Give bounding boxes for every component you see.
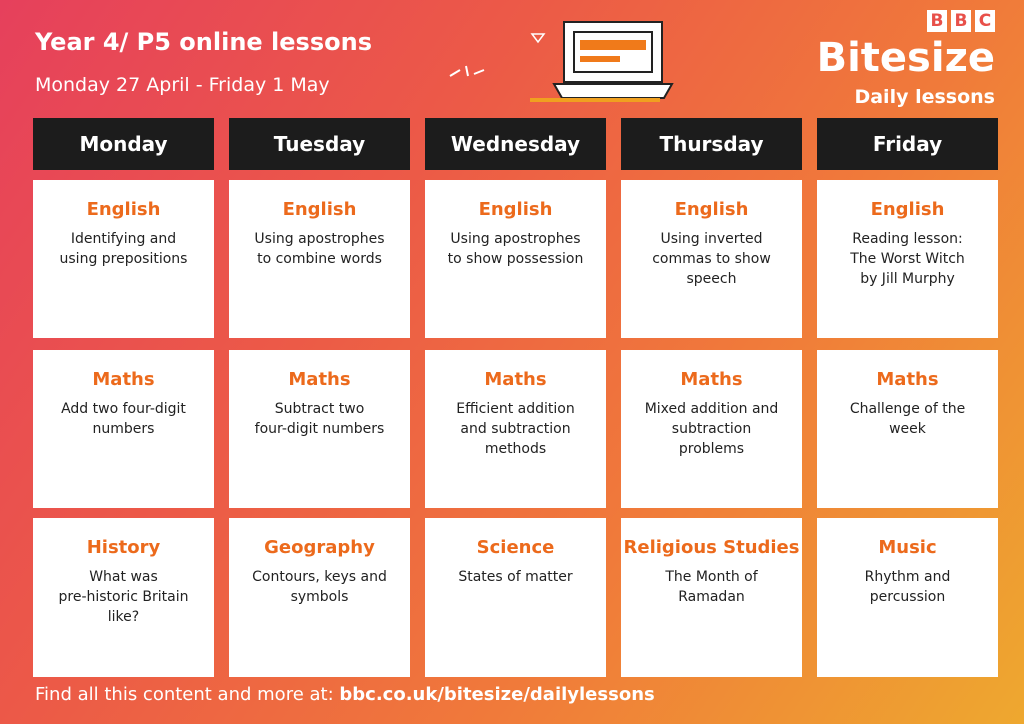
lesson-subject: Geography bbox=[264, 537, 375, 558]
lesson-description: Using inverted bbox=[660, 231, 763, 247]
lesson-description: Contours, keys and bbox=[252, 569, 387, 585]
lesson-description: four-digit numbers bbox=[254, 421, 385, 437]
day-header: Friday bbox=[817, 118, 998, 170]
subtitle: Monday 27 April - Friday 1 May bbox=[35, 74, 330, 96]
lesson-subject: Maths bbox=[288, 369, 351, 390]
lesson-description: Using apostrophes bbox=[254, 231, 385, 247]
lesson-subject: English bbox=[674, 199, 749, 220]
lesson-cell: Maths Challenge of the week bbox=[817, 350, 998, 508]
lesson-description: problems bbox=[678, 441, 745, 457]
lesson-cell: Maths Mixed addition and subtraction proble… bbox=[621, 350, 802, 508]
lesson-description: Add two four-digit bbox=[61, 401, 186, 417]
lesson-cell: Maths Subtract two four-digit numbers bbox=[229, 350, 410, 508]
lesson-cell: Science States of matter bbox=[425, 518, 606, 677]
lesson-description: to combine words bbox=[257, 251, 382, 267]
lesson-description: like? bbox=[107, 609, 140, 625]
lesson-description: Rhythm and bbox=[864, 569, 951, 585]
bbc-letter: C bbox=[975, 10, 995, 32]
day-header: Monday bbox=[33, 118, 214, 170]
lesson-cell: Maths Efficient addition and subtraction me… bbox=[425, 350, 606, 508]
lesson-description: week bbox=[889, 421, 926, 437]
lesson-description: Using apostrophes bbox=[450, 231, 581, 247]
lesson-cell: Maths Add two four-digit numbers bbox=[33, 350, 214, 508]
laptop-icon bbox=[449, 21, 674, 102]
lesson-description: Reading lesson: bbox=[852, 231, 963, 247]
lesson-subject: History bbox=[86, 537, 161, 558]
lesson-subject: Science bbox=[476, 537, 555, 558]
lesson-cell: English Identifying and using prepositions bbox=[33, 180, 214, 338]
lesson-subject: Maths bbox=[680, 369, 743, 390]
lesson-subject: English bbox=[870, 199, 945, 220]
lesson-description: Mixed addition and bbox=[644, 401, 779, 417]
lesson-description: pre-historic Britain bbox=[58, 589, 189, 605]
lesson-cell: Religious Studies The Month of Ramadan bbox=[621, 518, 802, 677]
lesson-subject: English bbox=[282, 199, 357, 220]
lesson-cell: English Using apostrophes to show possessi… bbox=[425, 180, 606, 338]
lesson-cell: Geography Contours, keys and symbols bbox=[229, 518, 410, 677]
footer-link: bbc.co.uk/bitesize/dailylessons bbox=[339, 684, 655, 705]
lesson-subject: Religious Studies bbox=[623, 537, 800, 558]
lesson-subject: Maths bbox=[92, 369, 155, 390]
lesson-subject: Maths bbox=[876, 369, 939, 390]
bbc-letter: B bbox=[951, 10, 971, 32]
brand: Bitesize bbox=[816, 35, 995, 81]
lesson-cell: English Using inverted commas to show speec… bbox=[621, 180, 802, 338]
lesson-description: Ramadan bbox=[678, 589, 745, 605]
lesson-description: symbols bbox=[290, 589, 349, 605]
lesson-description: commas to show bbox=[652, 251, 771, 267]
lesson-description: What was bbox=[89, 569, 158, 585]
day-header: Thursday bbox=[621, 118, 802, 170]
lesson-cell: English Using apostrophes to combine words bbox=[229, 180, 410, 338]
lesson-subject: Maths bbox=[484, 369, 547, 390]
tagline: Daily lessons bbox=[854, 86, 995, 108]
lesson-description: to show possession bbox=[447, 251, 584, 267]
lesson-cell: History What was pre-historic Britain like? bbox=[33, 518, 214, 677]
lesson-description: and subtraction bbox=[460, 421, 571, 437]
lesson-subject: English bbox=[478, 199, 553, 220]
lesson-cell: Music Rhythm and percussion bbox=[817, 518, 998, 677]
bbc-letter: B bbox=[927, 10, 947, 32]
bbc-logo: B B C bbox=[927, 10, 995, 32]
lesson-description: Identifying and bbox=[70, 231, 177, 247]
day-header: Wednesday bbox=[425, 118, 606, 170]
lesson-description: speech bbox=[686, 271, 737, 287]
lesson-description: methods bbox=[484, 441, 547, 457]
lesson-description: using prepositions bbox=[59, 251, 188, 267]
lesson-description: States of matter bbox=[458, 569, 573, 585]
day-header: Tuesday bbox=[229, 118, 410, 170]
lesson-description: by Jill Murphy bbox=[860, 271, 955, 287]
lesson-description: Challenge of the bbox=[849, 401, 966, 417]
lesson-description: subtraction bbox=[671, 421, 752, 437]
lesson-description: numbers bbox=[92, 421, 155, 437]
lesson-description: percussion bbox=[869, 589, 946, 605]
lesson-cell: English Reading lesson: The Worst Witch by … bbox=[817, 180, 998, 338]
lesson-subject: English bbox=[86, 199, 161, 220]
lesson-description: Efficient addition bbox=[456, 401, 575, 417]
footer-text: Find all this content and more at: bbox=[35, 684, 334, 705]
lesson-subject: Music bbox=[878, 537, 937, 558]
lesson-description: Subtract two bbox=[274, 401, 365, 417]
footer: Find all this content and more at: bbc.c… bbox=[35, 684, 655, 705]
title: Year 4/ P5 online lessons bbox=[35, 28, 372, 56]
lesson-description: The Worst Witch bbox=[850, 251, 965, 267]
lesson-description: The Month of bbox=[665, 569, 758, 585]
